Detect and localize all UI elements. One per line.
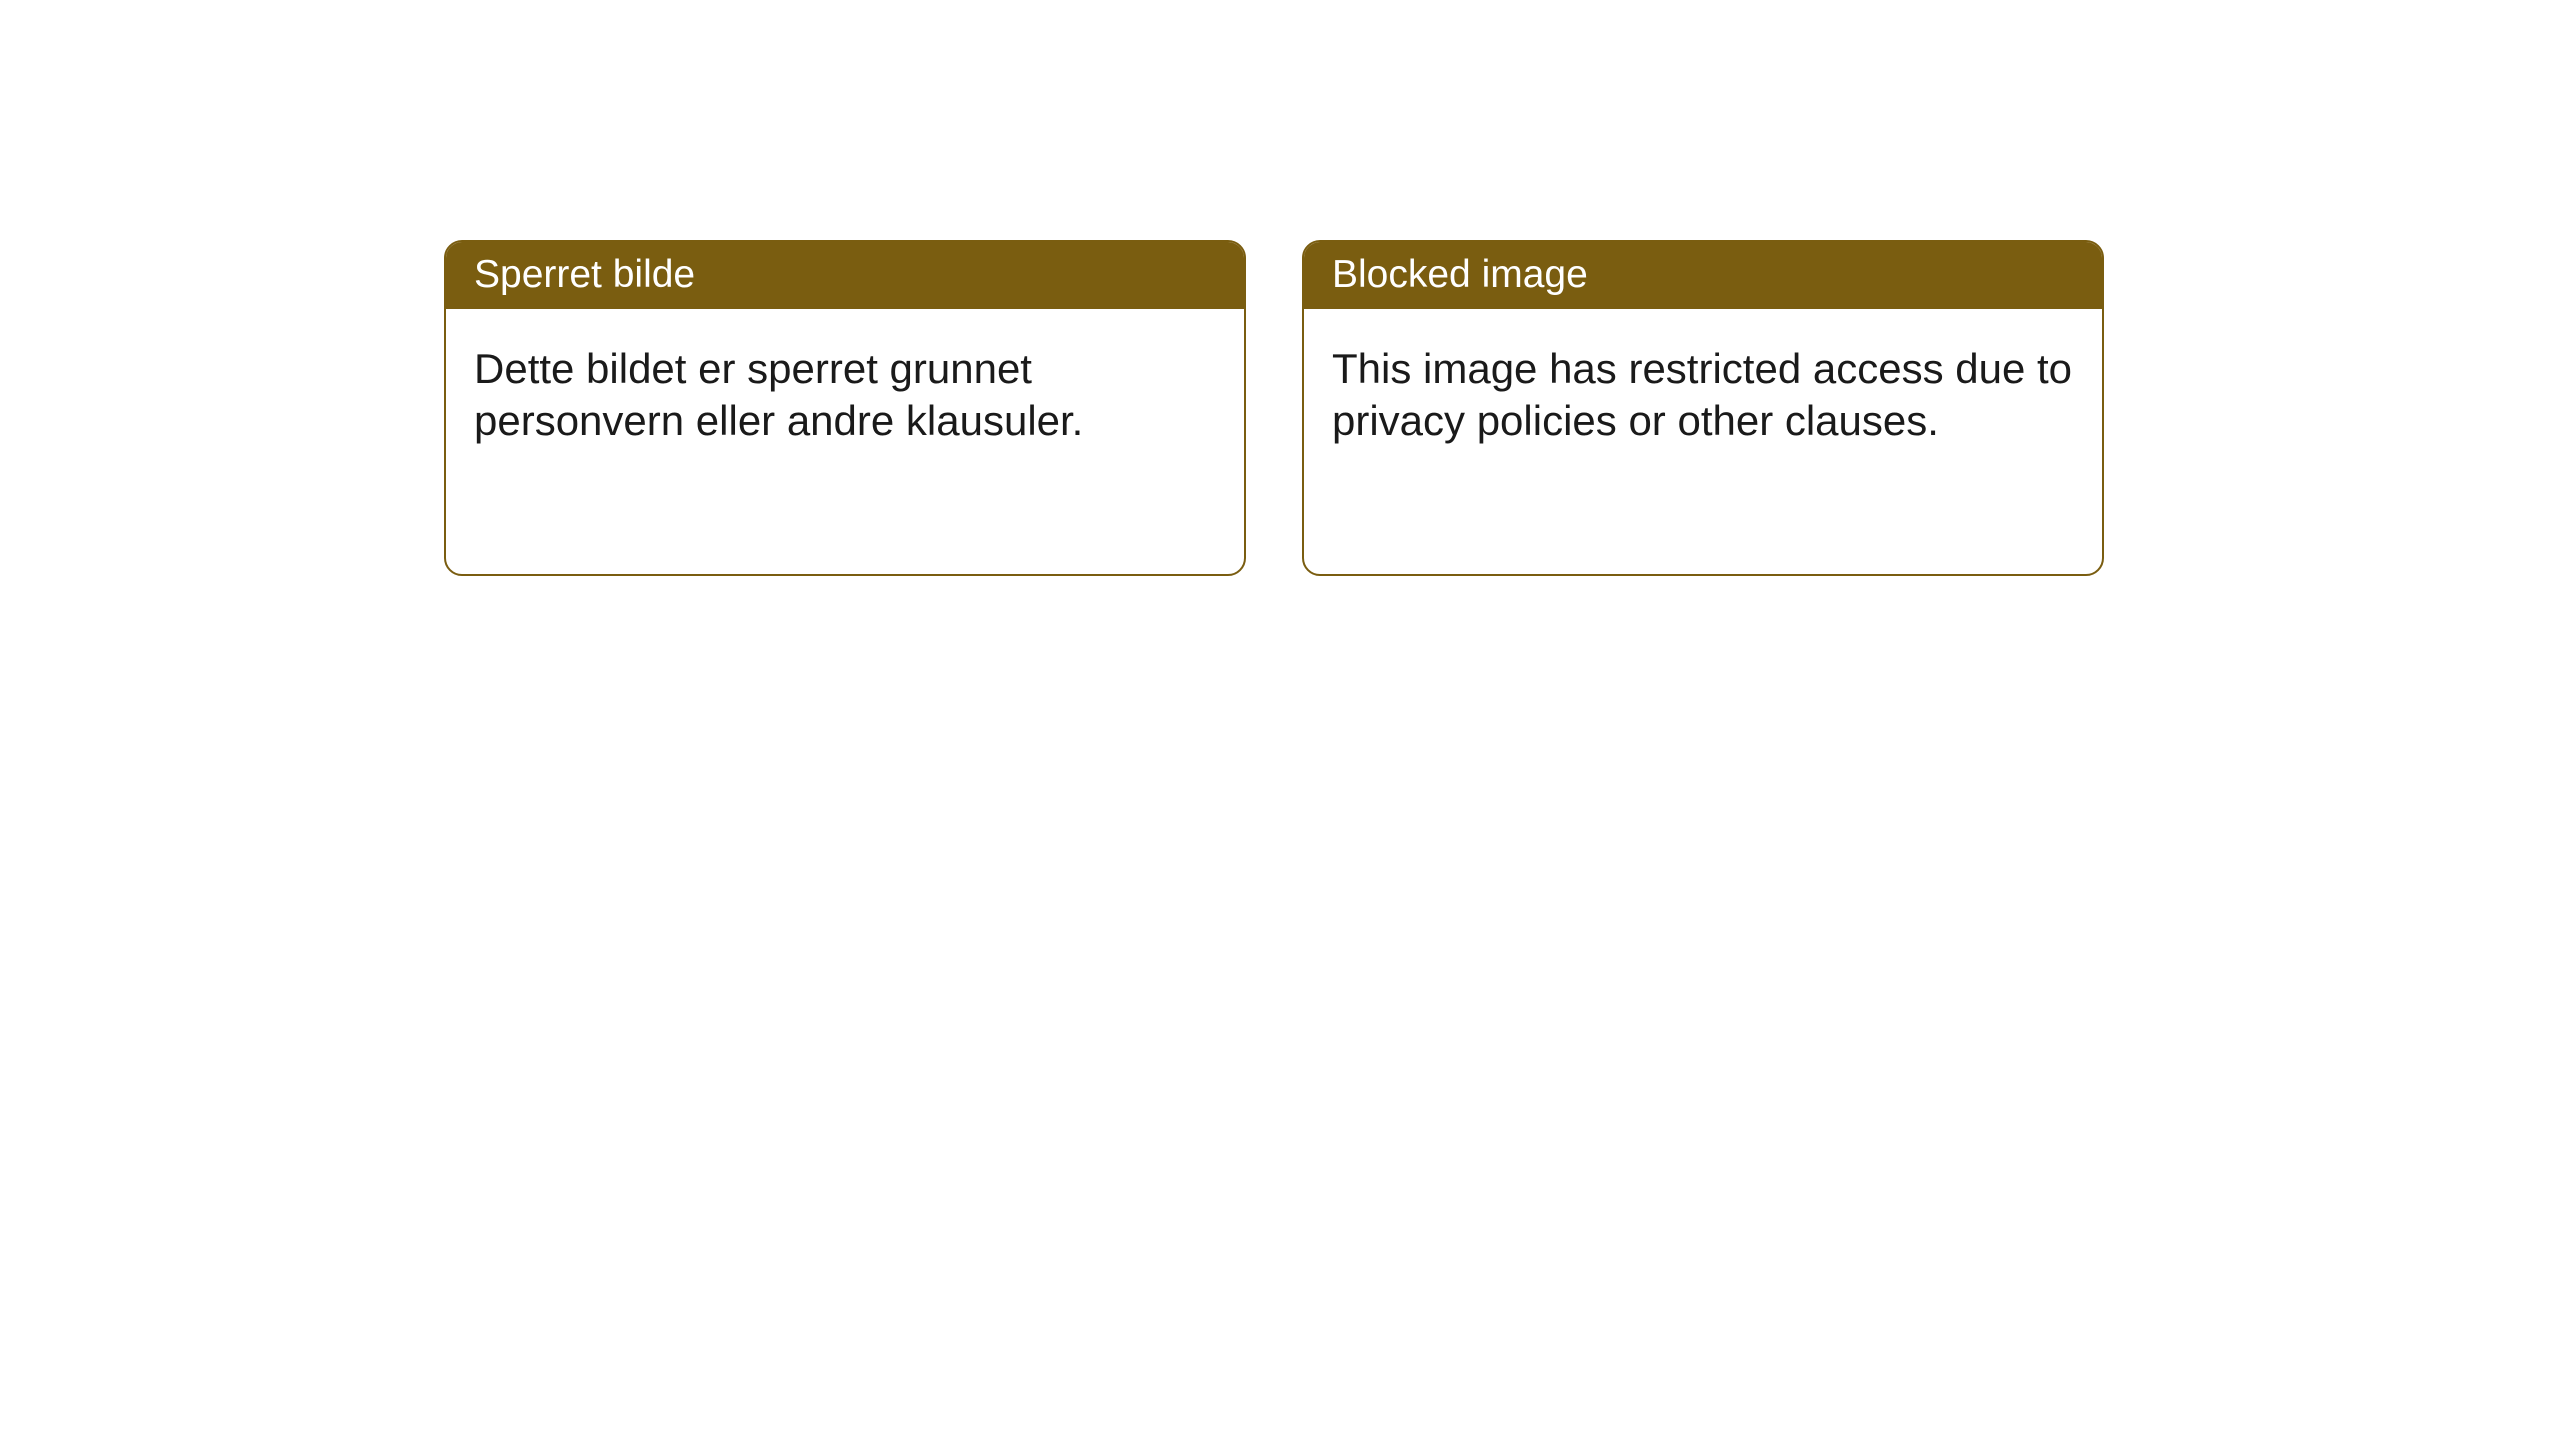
- blocked-image-card-no: Sperret bilde Dette bildet er sperret gr…: [444, 240, 1246, 576]
- card-body: This image has restricted access due to …: [1304, 309, 2102, 481]
- card-header: Blocked image: [1304, 242, 2102, 309]
- card-body: Dette bildet er sperret grunnet personve…: [446, 309, 1244, 481]
- card-title: Blocked image: [1332, 253, 1588, 296]
- card-title: Sperret bilde: [474, 253, 695, 296]
- blocked-image-card-en: Blocked image This image has restricted …: [1302, 240, 2104, 576]
- card-body-text: Dette bildet er sperret grunnet personve…: [474, 345, 1083, 444]
- card-header: Sperret bilde: [446, 242, 1244, 309]
- card-body-text: This image has restricted access due to …: [1332, 345, 2072, 444]
- card-container: Sperret bilde Dette bildet er sperret gr…: [0, 0, 2560, 576]
